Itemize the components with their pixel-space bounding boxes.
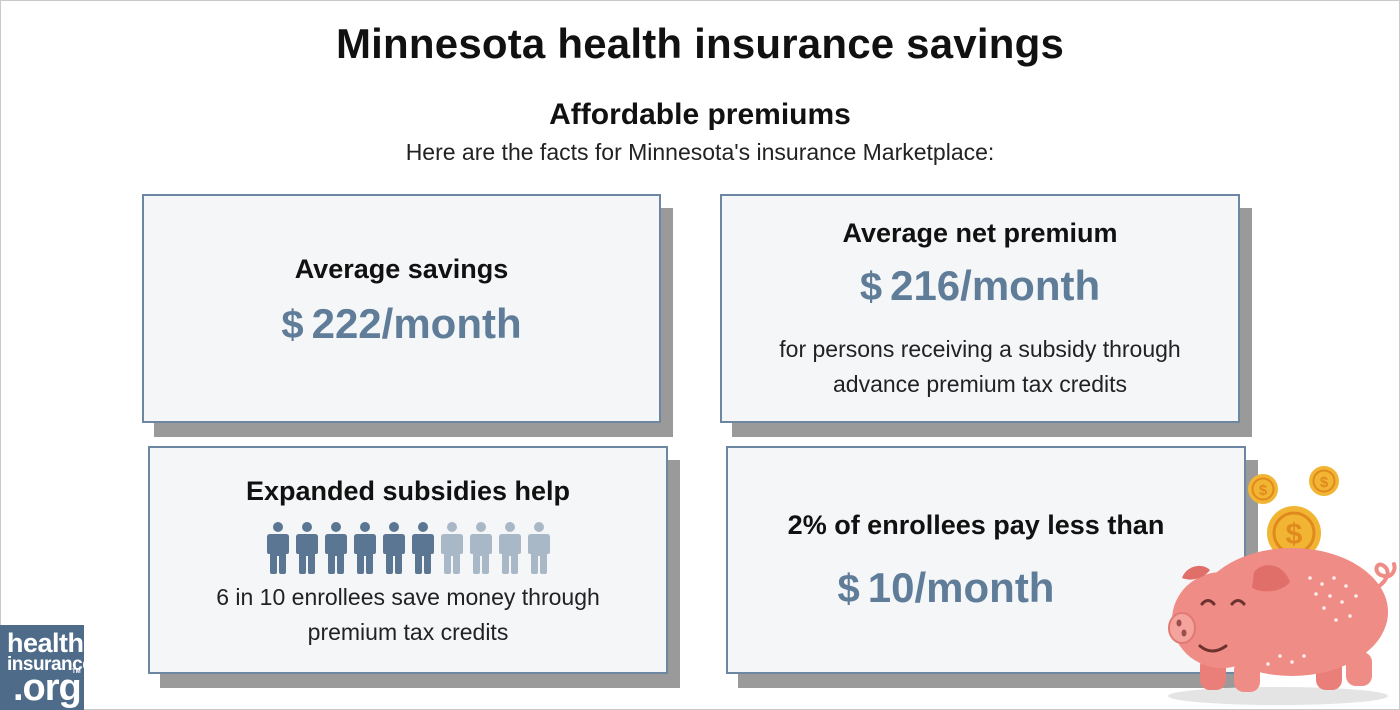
amount-value: 216/month (890, 262, 1101, 309)
dollar-coin-icon: $ (1309, 466, 1339, 496)
expanded-subsidies-label: Expanded subsidies help (245, 476, 571, 506)
healthinsurance-org-logo: health insurance .org TM (0, 625, 93, 710)
person-icon (527, 522, 550, 574)
note-line: for persons receiving a subsidy through (779, 336, 1181, 362)
low-premium-label: 2% of enrollees pay less than (787, 510, 1165, 540)
average-savings-label: Average savings (294, 254, 509, 284)
low-premium-amount: $ 10/month (728, 564, 1244, 612)
note-line: 6 in 10 enrollees save money through (216, 584, 600, 610)
piggy-bank-icon: $ $ $ (1168, 466, 1397, 705)
section-subtitle: Affordable premiums (549, 98, 851, 131)
subsidies-note: 6 in 10 enrollees save money through pre… (170, 580, 646, 650)
person-icon (266, 522, 289, 574)
svg-text:$: $ (1259, 482, 1268, 499)
note-line: advance premium tax credits (832, 371, 1127, 397)
page-title: Minnesota health insurance savings (336, 20, 1064, 67)
svg-text:$: $ (1286, 518, 1303, 551)
net-premium-note: for persons receiving a subsidy through … (742, 332, 1218, 402)
currency-symbol: $ (859, 265, 883, 309)
person-icon (382, 522, 405, 574)
person-icon (295, 522, 318, 574)
logo-trademark: TM (72, 669, 81, 675)
low-premium-card: 2% of enrollees pay less than $ 10/month (726, 446, 1246, 674)
people-icon-row (150, 522, 666, 574)
person-icon (324, 522, 347, 574)
expanded-subsidies-card: Expanded subsidies help 6 in 10 enrollee… (148, 446, 668, 674)
logo-line: insurance (7, 654, 93, 675)
note-line: premium tax credits (307, 619, 509, 645)
logo-line: health (7, 628, 84, 658)
average-net-premium-amount: $ 216/month (722, 262, 1238, 310)
currency-symbol: $ (281, 303, 304, 347)
average-net-premium-card: Average net premium $ 216/month for pers… (720, 194, 1240, 423)
svg-text:$: $ (1320, 474, 1329, 491)
amount-value: 222/month (311, 300, 522, 347)
average-savings-card: Average savings $ 222/month (142, 194, 661, 423)
logo-line: .org (13, 667, 82, 709)
average-net-premium-label: Average net premium (842, 218, 1118, 248)
amount-value: 10/month (867, 564, 1055, 611)
person-icon (353, 522, 376, 574)
person-icon (440, 522, 463, 574)
person-icon (411, 522, 434, 574)
intro-text: Here are the facts for Minnesota's insur… (405, 139, 995, 165)
person-icon (469, 522, 492, 574)
person-icon (498, 522, 521, 574)
currency-symbol: $ (837, 567, 860, 611)
average-savings-amount: $ 222/month (144, 300, 659, 348)
dollar-coin-icon: $ (1248, 474, 1278, 504)
